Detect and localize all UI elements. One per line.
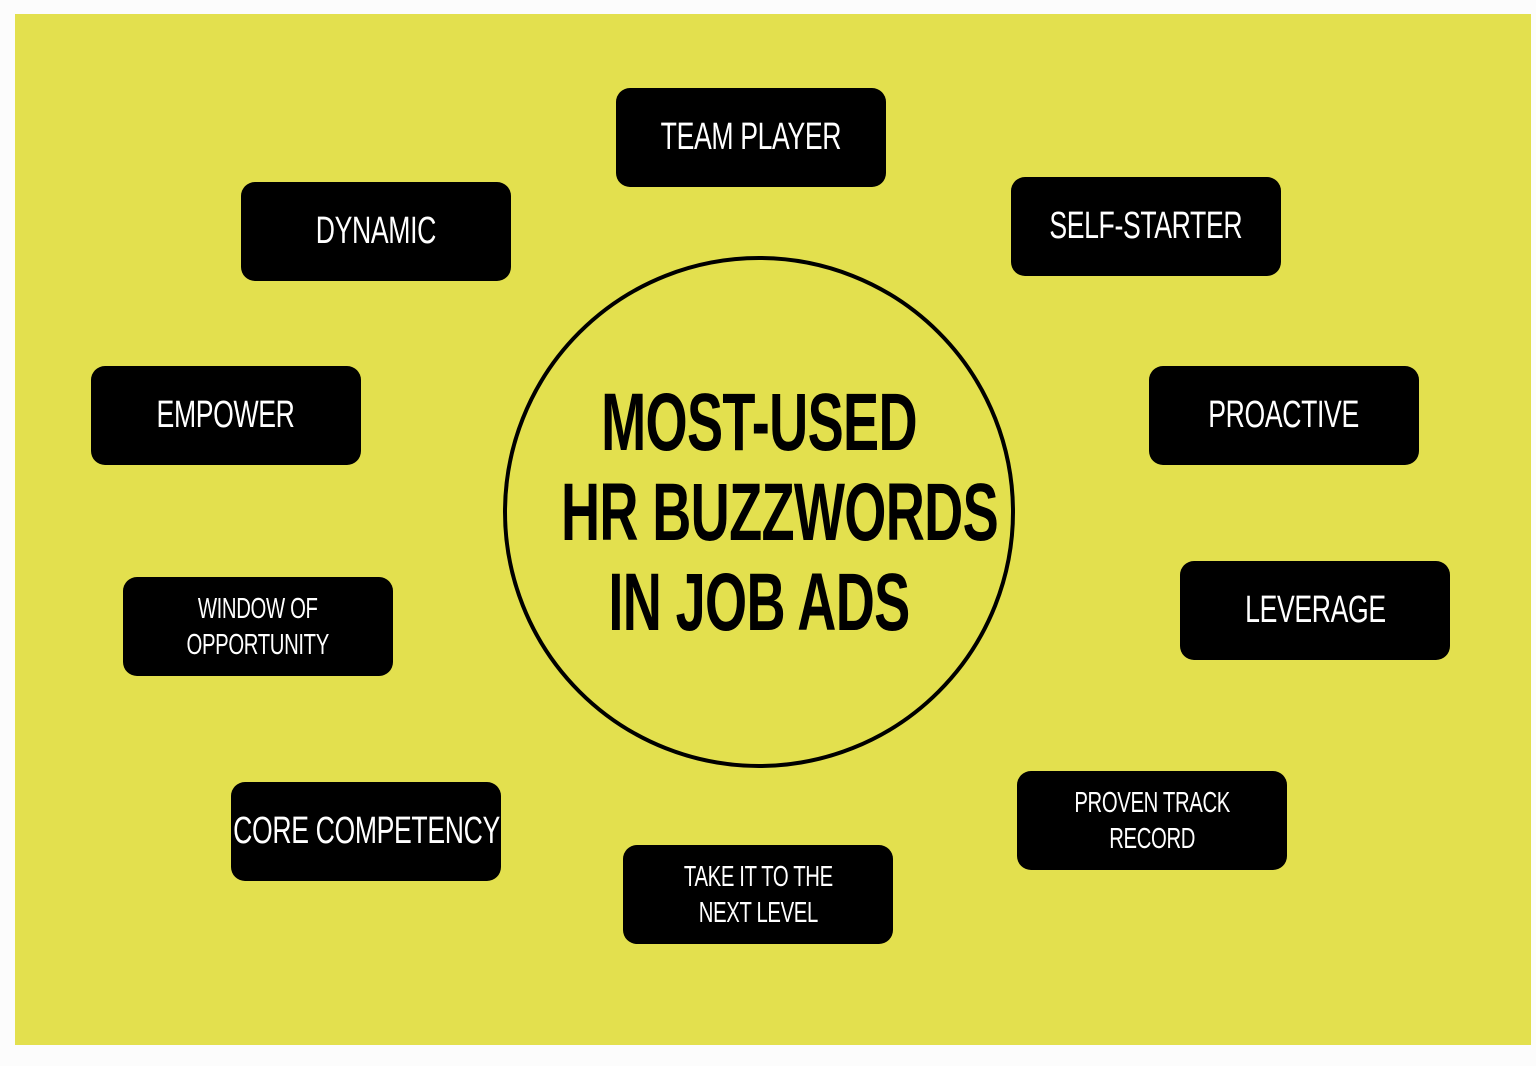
buzzword-label: EMPOWER [157,394,295,436]
buzzword-leverage: LEVERAGE [1180,561,1450,660]
buzzword-label: SELF-STARTER [1049,205,1243,247]
buzzword-empower: EMPOWER [91,366,361,465]
buzzword-core-competency: CORE COMPETENCY [231,782,501,881]
buzzword-label: LEVERAGE [1244,589,1386,631]
title-line: MOST-USED [601,377,917,468]
buzzword-label: TAKE IT TO THE NEXT LEVEL [683,860,833,929]
center-title: MOST-USED HR BUZZWORDS IN JOB ADS [459,378,1059,648]
title-line: IN JOB ADS [608,557,910,648]
buzzword-label: TEAM PLAYER [660,116,842,158]
buzzword-label: PROACTIVE [1208,394,1360,436]
buzzword-label: CORE COMPETENCY [232,810,500,852]
buzzword-dynamic: DYNAMIC [241,182,511,281]
buzzword-label: WINDOW OF OPPORTUNITY [186,592,330,661]
buzzword-window-of-opportunity: WINDOW OF OPPORTUNITY [123,577,393,676]
buzzword-team-player: TEAM PLAYER [616,88,886,187]
center-circle [503,256,1015,768]
buzzword-label: PROVEN TRACK RECORD [1074,786,1230,855]
buzzword-label: DYNAMIC [315,210,437,252]
buzzword-proactive: PROACTIVE [1149,366,1419,465]
buzzword-take-it-to-the-next-level: TAKE IT TO THE NEXT LEVEL [623,845,893,944]
title-line: HR BUZZWORDS [561,467,999,558]
buzzword-proven-track-record: PROVEN TRACK RECORD [1017,771,1287,870]
buzzword-self-starter: SELF-STARTER [1011,177,1281,276]
